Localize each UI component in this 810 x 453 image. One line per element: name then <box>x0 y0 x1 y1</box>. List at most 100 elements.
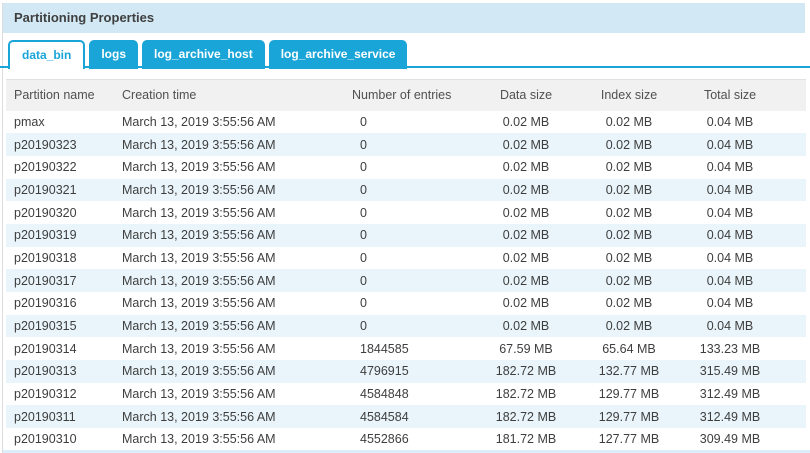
cell: 0 <box>360 114 367 129</box>
cell: 0 <box>344 223 464 247</box>
cell: 182.72 MB <box>495 387 557 402</box>
tab-logs[interactable]: logs <box>89 40 139 69</box>
cell: p20190312 <box>14 387 77 402</box>
cell: p20190321 <box>6 178 114 202</box>
cell: March 13, 2019 3:55:56 AM <box>122 250 276 265</box>
cell: 0.02 MB <box>464 314 588 338</box>
cell: 0.02 MB <box>605 114 653 129</box>
cell: March 13, 2019 3:55:56 AM <box>114 360 344 383</box>
tab-log-archive-host[interactable]: log_archive_host <box>142 40 265 69</box>
cell: 309.49 MB <box>699 432 761 447</box>
cell: p20190315 <box>6 314 114 338</box>
cell: March 13, 2019 3:55:56 AM <box>122 205 276 220</box>
cell: 4796915 <box>344 360 464 383</box>
tab-bar: data_bin logs log_archive_host log_archive_… <box>0 40 810 71</box>
cell: 0.02 MB <box>605 296 653 311</box>
cell: 182.72 MB <box>464 360 588 383</box>
table-row: p20190323 March 13, 2019 3:55:56 AM 0 0.02 … <box>6 133 806 156</box>
cell: 0.02 MB <box>502 160 550 175</box>
cell: p20190310 <box>14 432 77 447</box>
cell: p20190318 <box>14 250 77 265</box>
column-header-number-of-entries: Number of entries <box>344 79 464 111</box>
panel-title: Partitioning Properties <box>3 3 805 33</box>
cell: 67.59 MB <box>499 341 553 356</box>
cell: 0.04 MB <box>670 133 806 156</box>
cell: March 13, 2019 3:55:56 AM <box>114 178 344 202</box>
column-header-index-size: Index size <box>588 79 670 111</box>
table-row: p20190310 March 13, 2019 3:55:56 AM 455286… <box>6 428 806 451</box>
cell: 0.02 MB <box>605 160 653 175</box>
cell: 0.04 MB <box>706 114 754 129</box>
cell: 0 <box>360 205 367 220</box>
column-header-partition-name: Partition name <box>6 79 114 111</box>
cell: 0.04 MB <box>670 269 806 292</box>
cell: 0.02 MB <box>588 223 670 247</box>
cell: 0.02 MB <box>502 296 550 311</box>
cell: 312.49 MB <box>670 405 806 429</box>
cell: March 13, 2019 3:55:56 AM <box>122 114 276 129</box>
table-row: p20190315 March 13, 2019 3:55:56 AM 0 0.02 … <box>6 314 806 338</box>
tab-data-bin[interactable]: data_bin <box>8 40 86 69</box>
cell: 127.77 MB <box>598 432 660 447</box>
cell: 315.49 MB <box>670 360 806 383</box>
cell: 0.02 MB <box>605 250 653 265</box>
cell: 0 <box>360 250 367 265</box>
table-row: pmax March 13, 2019 3:55:56 AM 0 0.02 MB 0.0… <box>6 111 806 134</box>
cell: p20190316 <box>14 296 77 311</box>
cell: 181.72 MB <box>495 432 557 447</box>
panel-border <box>2 3 3 453</box>
column-header-data-size: Data size <box>464 79 588 111</box>
table-row: p20190316 March 13, 2019 3:55:56 AM 0 0.02 … <box>6 292 806 315</box>
cell: 0.02 MB <box>464 223 588 247</box>
partitions-table-container: Partition name Creation time Number of e… <box>6 79 806 451</box>
cell: 132.77 MB <box>588 360 670 383</box>
cell: 65.64 MB <box>602 341 656 356</box>
cell: 0.02 MB <box>588 269 670 292</box>
table-row: p20190317 March 13, 2019 3:55:56 AM 0 0.02 … <box>6 269 806 292</box>
cell: p20190320 <box>14 205 77 220</box>
cell: March 13, 2019 3:55:56 AM <box>122 341 276 356</box>
cell: 312.49 MB <box>699 387 761 402</box>
cell: March 13, 2019 3:55:56 AM <box>122 387 276 402</box>
cell: March 13, 2019 3:55:56 AM <box>122 160 276 175</box>
table-row: p20190321 March 13, 2019 3:55:56 AM 0 0.02 … <box>6 178 806 202</box>
cell: 0 <box>344 178 464 202</box>
cell: p20190323 <box>6 133 114 156</box>
cell: March 13, 2019 3:55:56 AM <box>122 296 276 311</box>
cell: 4584584 <box>344 405 464 429</box>
table-row: p20190320 March 13, 2019 3:55:56 AM 0 0.02 … <box>6 201 806 224</box>
cell: 0.02 MB <box>588 133 670 156</box>
cell: 0.02 MB <box>588 314 670 338</box>
column-header-total-size: Total size <box>670 79 806 111</box>
cell: 0.02 MB <box>464 178 588 202</box>
cell: pmax <box>14 114 45 129</box>
cell: p20190313 <box>6 360 114 383</box>
cell: 0.02 MB <box>588 178 670 202</box>
cell: 0.02 MB <box>464 269 588 292</box>
cell: 0.04 MB <box>670 314 806 338</box>
table-row: p20190314 March 13, 2019 3:55:56 AM 184458… <box>6 337 806 360</box>
cell: 133.23 MB <box>699 341 761 356</box>
cell: 0 <box>360 296 367 311</box>
cell: 0.02 MB <box>605 205 653 220</box>
column-header-creation-time: Creation time <box>114 79 344 111</box>
table-row: p20190319 March 13, 2019 3:55:56 AM 0 0.02 … <box>6 223 806 247</box>
cell: 0.04 MB <box>670 223 806 247</box>
cell: 0 <box>344 269 464 292</box>
table-row-partial <box>3 450 810 453</box>
table-header-row: Partition name Creation time Number of e… <box>6 79 806 111</box>
cell: March 13, 2019 3:55:56 AM <box>114 133 344 156</box>
cell: p20190314 <box>14 341 77 356</box>
cell: 0 <box>344 314 464 338</box>
cell: p20190311 <box>6 405 114 429</box>
cell: 129.77 MB <box>598 387 660 402</box>
tab-log-archive-service[interactable]: log_archive_service <box>268 40 408 69</box>
cell: 0 <box>360 160 367 175</box>
cell: 4552866 <box>360 432 409 447</box>
cell: 0.02 MB <box>464 133 588 156</box>
cell: 182.72 MB <box>464 405 588 429</box>
cell: 0.04 MB <box>706 160 754 175</box>
cell: p20190319 <box>6 223 114 247</box>
cell: March 13, 2019 3:55:56 AM <box>114 223 344 247</box>
cell: March 13, 2019 3:55:56 AM <box>114 269 344 292</box>
